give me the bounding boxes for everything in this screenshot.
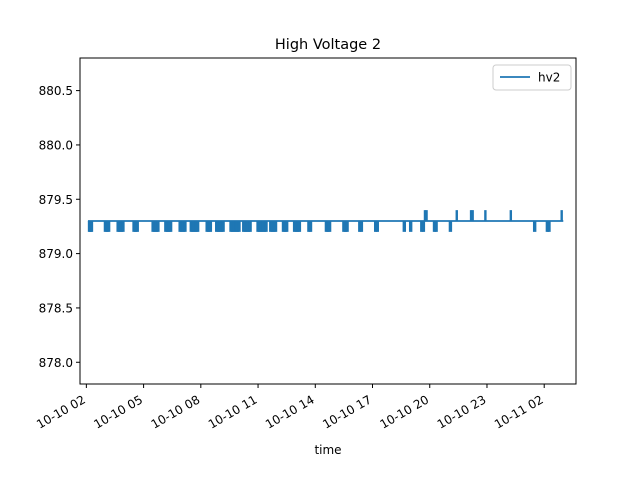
series-dip: [408, 221, 413, 232]
series-spike: [560, 210, 563, 221]
series-dip: [208, 221, 213, 232]
y-tick-label: 878.5: [39, 301, 73, 315]
y-tick-label: 880.5: [39, 84, 73, 98]
y-tick-label: 879.5: [39, 193, 73, 207]
series-dip: [532, 221, 537, 232]
series-dip: [195, 221, 200, 232]
series-spike: [509, 210, 513, 221]
series-spike: [423, 210, 427, 221]
series-dip: [273, 221, 278, 232]
series-dip: [297, 221, 302, 232]
series-dip: [248, 221, 252, 232]
series-dip: [284, 221, 289, 232]
x-axis-label: time: [314, 443, 341, 457]
series-dip: [237, 221, 241, 232]
series-dip: [434, 221, 438, 232]
legend: hv2: [492, 64, 572, 91]
series-spike: [425, 210, 428, 221]
series-dip: [421, 221, 426, 232]
series-spike: [469, 210, 473, 221]
plot-layer: [87, 210, 564, 232]
series-dip: [264, 221, 268, 232]
plot-frame: [79, 57, 577, 385]
legend-label-hv2: hv2: [538, 71, 560, 85]
series-dip: [308, 221, 313, 232]
series-dip: [135, 221, 139, 232]
series-dip: [359, 221, 364, 232]
series-dip: [89, 221, 94, 232]
series-spike: [455, 210, 458, 221]
series-dip: [345, 221, 349, 232]
series-spike: [471, 210, 474, 221]
series-dip: [121, 221, 125, 232]
series-dip: [183, 221, 187, 232]
series-dip: [221, 221, 225, 232]
series-dip: [168, 221, 173, 232]
y-tick-label: 880.0: [39, 138, 73, 152]
series-dip: [547, 221, 551, 232]
y-tick-label: 879.0: [39, 247, 73, 261]
y-tick-label: 878.0: [39, 356, 73, 370]
series-dip: [375, 221, 379, 232]
series-dip: [327, 221, 332, 232]
series-dip: [106, 221, 111, 232]
series-spike: [484, 210, 487, 221]
series-dip: [448, 221, 453, 232]
series-dip: [156, 221, 160, 232]
series-dip: [402, 221, 407, 232]
chart-title: High Voltage 2: [275, 37, 381, 53]
legend-box: [492, 64, 572, 91]
